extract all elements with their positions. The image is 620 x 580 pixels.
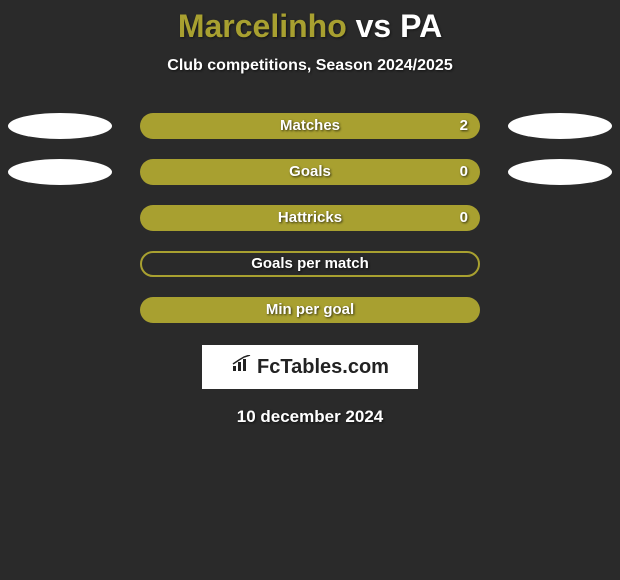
player1-name: Marcelinho	[178, 8, 347, 44]
date-text: 10 december 2024	[0, 407, 620, 427]
stat-value: 0	[460, 205, 468, 231]
stat-rows-container: Matches2Goals0Hattricks0Goals per matchM…	[0, 113, 620, 323]
logo-chart-icon	[231, 355, 253, 379]
ellipse-left	[8, 113, 112, 139]
stat-bar: Matches2	[140, 113, 480, 139]
ellipse-left	[8, 159, 112, 185]
stat-label: Goals	[140, 159, 480, 185]
stat-row: Goals per match	[0, 251, 620, 277]
stat-label: Goals per match	[142, 251, 478, 277]
stat-bar: Goals0	[140, 159, 480, 185]
vs-text: vs	[356, 8, 392, 44]
stat-label: Matches	[140, 113, 480, 139]
ellipse-right	[508, 159, 612, 185]
stat-row: Hattricks0	[0, 205, 620, 231]
logo-box[interactable]: FcTables.com	[202, 345, 418, 389]
stat-bar: Goals per match	[140, 251, 480, 277]
subtitle: Club competitions, Season 2024/2025	[0, 57, 620, 75]
stat-bar: Hattricks0	[140, 205, 480, 231]
stat-label: Hattricks	[140, 205, 480, 231]
stat-bar: Min per goal	[140, 297, 480, 323]
stat-row: Goals0	[0, 159, 620, 185]
ellipse-right	[508, 113, 612, 139]
stat-row: Min per goal	[0, 297, 620, 323]
logo-label: FcTables.com	[257, 356, 389, 379]
stat-label: Min per goal	[140, 297, 480, 323]
comparison-widget: Marcelinho vs PA Club competitions, Seas…	[0, 0, 620, 427]
logo-text: FcTables.com	[231, 355, 389, 379]
player2-name: PA	[400, 8, 442, 44]
stat-value: 0	[460, 159, 468, 185]
stat-value: 2	[460, 113, 468, 139]
stat-row: Matches2	[0, 113, 620, 139]
page-title: Marcelinho vs PA	[0, 8, 620, 45]
